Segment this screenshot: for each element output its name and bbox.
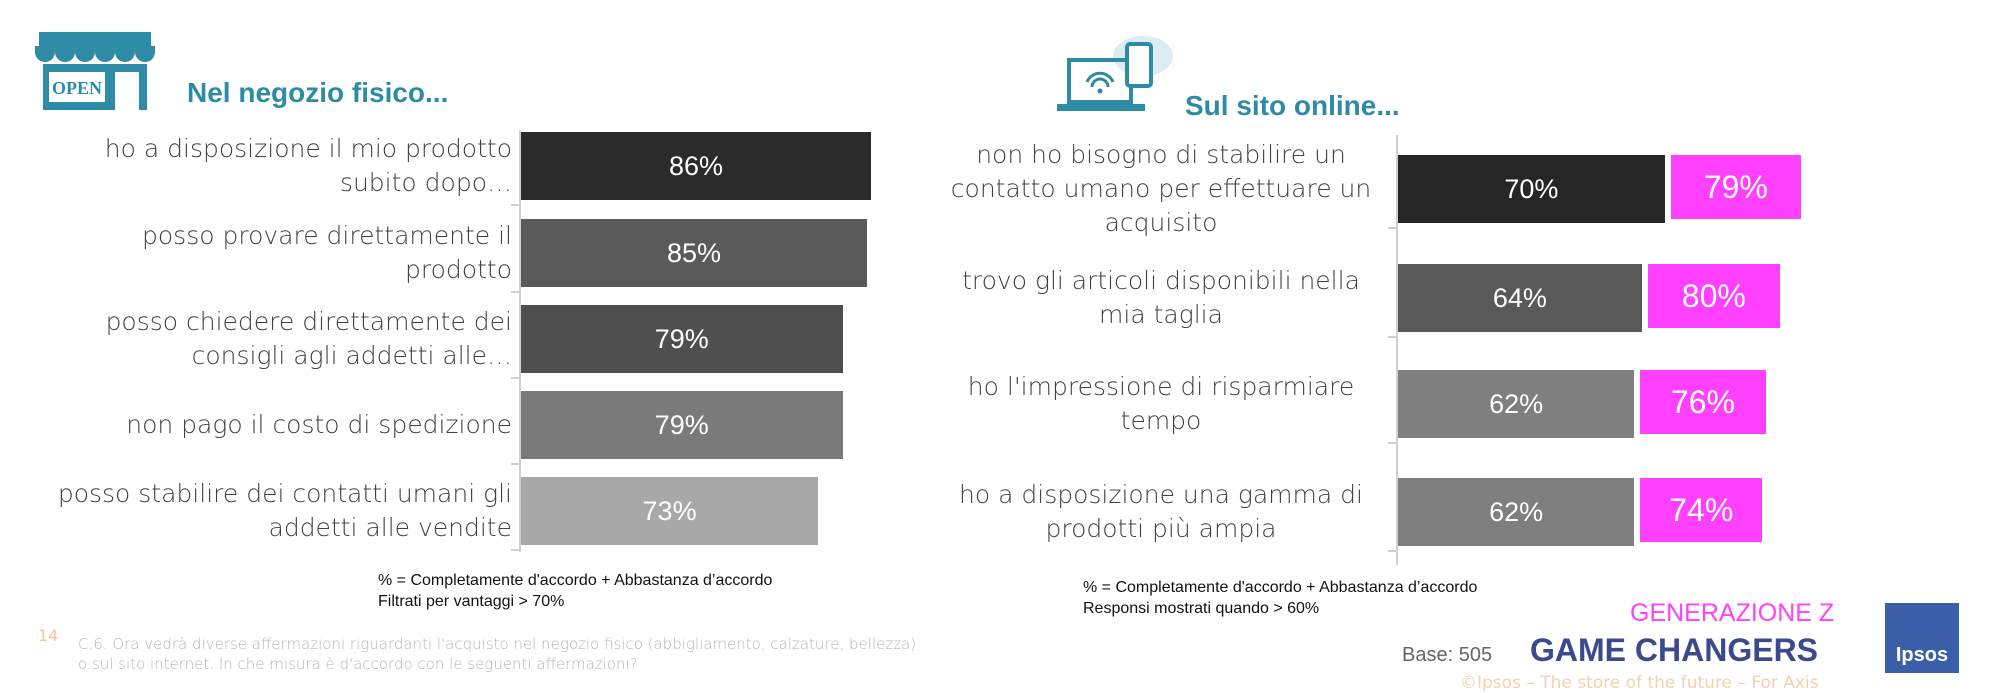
brand-title: GAME CHANGERS (1530, 632, 1819, 668)
value-label: 80% (1681, 277, 1746, 314)
axis-line (519, 130, 521, 552)
value-label: 79% (654, 323, 709, 354)
value-label: 86% (668, 150, 724, 181)
page-number: 14 (38, 626, 59, 645)
base-text: Base: 505 (1402, 644, 1493, 666)
bar: 62% (1398, 370, 1635, 438)
bar: 86% (521, 132, 872, 200)
chart-title: Sul sito online... (1185, 90, 1400, 121)
category-label: ho a disposizione il mio prodotto subito… (104, 134, 512, 197)
category-label: ho a disposizione una gamma di prodotti … (959, 480, 1363, 543)
axis-tick (511, 377, 519, 379)
axis-tick (511, 463, 519, 465)
category-label: non ho bisogno di stabilire un contatto … (950, 140, 1372, 237)
footnote: % = Completamente d'accordo + Abbastanza… (378, 570, 772, 612)
value-label: 73% (642, 495, 697, 526)
axis-tick (511, 204, 519, 206)
bar: 70% (1398, 155, 1665, 223)
axis-tick (511, 549, 519, 551)
axis-tick (1388, 442, 1396, 444)
bar: 79% (1670, 155, 1802, 219)
bar: 76% (1640, 370, 1766, 434)
bar: 79% (521, 305, 843, 373)
copyright: ©Ipsos – The store of the future – For A… (1460, 673, 1819, 693)
category-label: ho l'impressione di risparmiare tempo (967, 372, 1355, 435)
logo-text: Ipsos (1895, 644, 1949, 666)
value-label: 76% (1670, 383, 1735, 420)
svg-text:OPEN: OPEN (52, 78, 102, 98)
brand-subtitle: GENERAZIONE Z (1630, 599, 1835, 627)
value-label: 79% (1703, 168, 1768, 205)
footnote-line: Responsi mostrati quando > 60% (1083, 600, 1320, 617)
value-label: 62% (1489, 496, 1544, 527)
value-label: 74% (1669, 491, 1734, 528)
question-text: C.6. Ora vedrà diverse affermazioni rigu… (78, 635, 917, 673)
logo: Ipsos (1885, 603, 1959, 673)
value-label: 64% (1492, 282, 1547, 313)
axis-tick (1388, 227, 1396, 229)
value-label: 79% (654, 409, 709, 440)
category-label: non pago il costo di spedizione (126, 410, 512, 439)
axis-tick (1388, 550, 1396, 552)
category-label: posso stabilire dei contatti umani gli a… (57, 479, 512, 542)
bar: 79% (521, 391, 843, 459)
footnote-line: % = Completamente d'accordo + Abbastanza… (378, 572, 773, 589)
value-label: 62% (1489, 388, 1544, 419)
bar: 85% (521, 219, 867, 287)
chart-title: Nel negozio fisico... (187, 77, 449, 108)
axis-tick (511, 291, 519, 293)
bar: 64% (1398, 264, 1642, 332)
bar: 80% (1647, 264, 1780, 328)
online-icon (1057, 36, 1173, 111)
footnote-line: % = Completamente d'accordo + Abbastanza… (1083, 579, 1478, 596)
footnote-line: Filtrati per vantaggi > 70% (378, 593, 565, 610)
category-label: trovo gli articoli disponibili nella mia… (962, 266, 1360, 329)
footnote: % = Completamente d'accordo + Abbastanza… (1083, 577, 1477, 619)
value-label: 85% (666, 237, 721, 268)
category-label: posso provare direttamente il prodotto (142, 221, 512, 284)
value-label: 70% (1504, 173, 1559, 204)
store-icon: OPEN (35, 32, 155, 110)
category-label: posso chiedere direttamente dei consigli… (105, 307, 512, 370)
bar: 62% (1398, 478, 1635, 546)
axis-line (1396, 135, 1398, 565)
bar: 73% (521, 477, 819, 545)
axis-tick (1388, 336, 1396, 338)
bar: 74% (1640, 478, 1763, 542)
